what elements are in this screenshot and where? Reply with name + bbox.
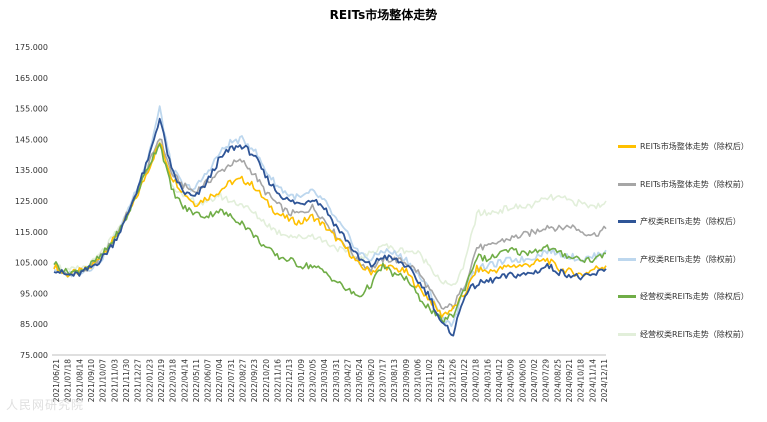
x-tick-label: 2024/09/21 — [565, 359, 574, 402]
legend-item: REITs市场整体走势（除权前） — [618, 166, 763, 204]
legend-swatch — [618, 145, 636, 149]
series-line — [53, 138, 607, 310]
legend-label: 经营权类REITs走势（除权前） — [640, 329, 749, 339]
x-tick-label: 2021/11/03 — [110, 359, 119, 402]
x-tick-label: 2023/01/09 — [297, 359, 306, 402]
x-tick-label: 2024/06/05 — [518, 359, 527, 402]
chart-legend: REITs市场整体走势（除权后） REITs市场整体走势（除权前） 产权类REITs… — [618, 128, 763, 353]
legend-item: 经营权类REITs走势（除权前） — [618, 316, 763, 354]
y-tick-label: 155.000 — [15, 105, 48, 114]
x-tick-label: 2021/06/21 — [52, 359, 61, 402]
x-tick-label: 2022/06/07 — [204, 359, 213, 402]
x-tick-label: 2023/11/29 — [437, 359, 446, 402]
x-tick-label: 2022/02/19 — [157, 359, 166, 402]
x-tick-label: 2021/09/10 — [87, 359, 96, 402]
legend-swatch — [618, 182, 636, 186]
x-tick-label: 2024/08/25 — [553, 359, 562, 402]
x-tick-label: 2022/09/23 — [250, 359, 259, 402]
x-tick-label: 2024/04/12 — [495, 359, 504, 402]
series-line — [53, 139, 607, 287]
y-tick-label: 85.000 — [20, 320, 48, 329]
x-tick-label: 2022/12/13 — [285, 359, 294, 402]
x-tick-label: 2023/12/26 — [448, 359, 457, 402]
y-tick-label: 105.000 — [15, 259, 48, 268]
x-tick-label: 2023/05/24 — [355, 359, 364, 402]
x-tick-label: 2021/08/14 — [75, 359, 84, 402]
x-tick-label: 2022/03/18 — [169, 359, 178, 402]
chart-title: REITs市场整体走势 — [329, 8, 438, 22]
x-tick-label: 2022/07/04 — [215, 359, 224, 402]
x-tick-label: 2023/02/05 — [309, 359, 318, 402]
legend-swatch — [618, 220, 636, 224]
legend-item: REITs市场整体走势（除权后） — [618, 128, 763, 166]
legend-label: 经营权类REITs走势（除权后） — [640, 292, 749, 302]
x-tick-label: 2022/07/31 — [227, 359, 236, 402]
x-tick-label: 2023/04/27 — [343, 359, 352, 402]
legend-item: 产权类REITs走势（除权后） — [618, 203, 763, 241]
x-tick-label: 2023/11/02 — [425, 359, 434, 402]
x-tick-label: 2024/05/09 — [507, 359, 516, 402]
x-tick-label: 2024/02/18 — [472, 359, 481, 402]
x-tick-label: 2021/12/27 — [134, 359, 143, 402]
y-tick-label: 165.000 — [15, 74, 48, 83]
legend-label: REITs市场整体走势（除权后） — [640, 142, 749, 152]
watermark-text: 人民网研究院 — [6, 398, 85, 412]
x-tick-label: 2021/07/18 — [64, 359, 73, 402]
series-line — [53, 117, 607, 337]
y-tick-label: 145.000 — [15, 135, 48, 144]
x-tick-label: 2023/03/31 — [332, 359, 341, 402]
y-tick-label: 135.000 — [15, 166, 48, 175]
series-line — [53, 143, 607, 324]
x-tick-label: 2021/10/07 — [99, 359, 108, 402]
legend-item: 产权类REITs走势（除权前） — [618, 241, 763, 279]
legend-label: 产权类REITs走势（除权后） — [640, 217, 741, 227]
y-tick-label: 125.000 — [15, 197, 48, 206]
x-tick-label: 2023/08/13 — [390, 359, 399, 402]
x-tick-label: 2024/03/16 — [483, 359, 492, 402]
x-tick-label: 2023/07/17 — [378, 359, 387, 402]
x-tick-label: 2024/01/22 — [460, 359, 469, 402]
x-tick-label: 2024/11/14 — [588, 359, 597, 402]
legend-swatch — [618, 295, 636, 299]
x-tick-label: 2024/07/29 — [542, 359, 551, 402]
x-tick-label: 2022/10/20 — [262, 359, 271, 402]
x-tick-label: 2021/11/30 — [122, 359, 131, 402]
x-tick-label: 2024/10/18 — [577, 359, 586, 402]
x-tick-label: 2023/06/20 — [367, 359, 376, 402]
x-tick-label: 2024/12/11 — [600, 359, 609, 402]
y-tick-label: 115.000 — [15, 228, 48, 237]
x-tick-label: 2023/03/04 — [320, 359, 329, 402]
series-line — [53, 142, 607, 319]
y-tick-label: 95.000 — [20, 289, 48, 298]
y-tick-label: 75.000 — [20, 351, 48, 360]
x-tick-label: 2023/10/06 — [413, 359, 422, 402]
legend-item: 经营权类REITs走势（除权后） — [618, 278, 763, 316]
x-tick-label: 2022/04/14 — [180, 359, 189, 402]
x-tick-label: 2022/08/27 — [239, 359, 248, 402]
x-tick-label: 2023/09/09 — [402, 359, 411, 402]
legend-swatch — [618, 257, 636, 261]
x-tick-label: 2022/01/23 — [145, 359, 154, 402]
y-tick-label: 175.000 — [15, 43, 48, 52]
legend-swatch — [618, 332, 636, 336]
x-tick-label: 2024/07/02 — [530, 359, 539, 402]
legend-label: REITs市场整体走势（除权前） — [640, 179, 749, 189]
x-tick-label: 2022/11/16 — [274, 359, 283, 402]
x-tick-label: 2022/05/11 — [192, 359, 201, 402]
watermark-logo: 人民网研究院 — [6, 396, 84, 413]
legend-label: 产权类REITs走势（除权前） — [640, 254, 741, 264]
